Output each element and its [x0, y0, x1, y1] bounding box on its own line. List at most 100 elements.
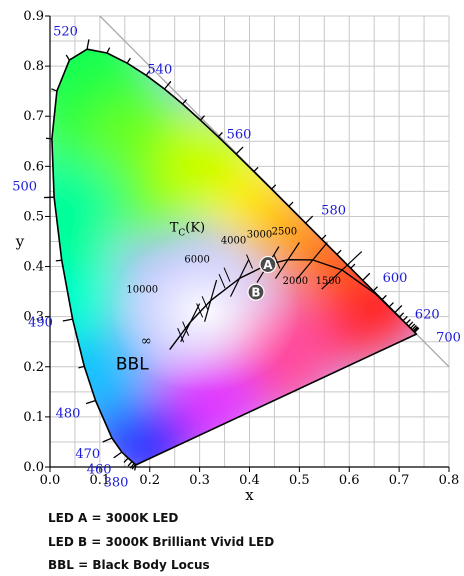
legend-line-led-a: LED A = 3000K LED — [48, 511, 179, 525]
locus-tick — [126, 57, 131, 64]
wavelength-label: 560 — [227, 127, 252, 142]
locus-tick — [350, 263, 356, 269]
locus-tick — [381, 294, 387, 301]
tc-label: TC(K) — [170, 220, 205, 238]
locus-tick — [305, 215, 314, 224]
locus-tick — [62, 318, 73, 322]
led-point-label: A — [263, 258, 273, 272]
color-blob — [51, 156, 125, 277]
locus-tick — [123, 457, 129, 463]
led-point-label: B — [251, 286, 260, 300]
led-point-b: B — [247, 283, 265, 301]
locus-tick — [411, 325, 417, 331]
locus-tick — [408, 321, 414, 327]
locus-tick — [362, 272, 371, 281]
locus-tick — [102, 437, 113, 443]
locus-minor-tick — [223, 267, 231, 282]
y-tick-label: 0.9 — [23, 9, 44, 24]
x-axis-label: x — [245, 486, 254, 504]
locus-minor-tick — [218, 273, 226, 289]
isotherm-label: 1500 — [316, 276, 341, 287]
locus-minor-tick — [196, 303, 204, 318]
locus-tick — [402, 315, 408, 322]
y-tick-label: 0.4 — [23, 260, 44, 275]
led-point-marker — [259, 255, 277, 274]
y-tick-label: 0.3 — [23, 310, 44, 325]
locus-tick — [414, 327, 420, 333]
wavelength-label: 700 — [436, 331, 461, 346]
x-tick-label: 0.0 — [40, 473, 61, 488]
y-tick-label: 0.1 — [23, 410, 44, 425]
x-tick-label: 0.6 — [339, 473, 360, 488]
locus-tick — [113, 451, 123, 459]
wavelength-label: 490 — [28, 315, 53, 330]
locus-tick — [372, 286, 378, 292]
locus-tick — [129, 463, 135, 469]
x-tick-label: 0.3 — [189, 473, 210, 488]
isotherm-line — [230, 259, 250, 297]
wavelength-label: 470 — [75, 447, 100, 462]
locus-tick — [133, 464, 137, 471]
y-tick-label: 0.8 — [23, 59, 44, 74]
locus-tick — [271, 184, 277, 190]
locus-tick — [65, 54, 70, 61]
y-tick-label: 0.0 — [23, 460, 44, 475]
x-tick-label: 0.1 — [90, 473, 111, 488]
locus-tick — [131, 464, 137, 470]
x-tick-label: 0.2 — [139, 473, 160, 488]
cie-chromaticity-chart: 0.0 0.1 0.2 0.3 0.4 0.5 0.6 0.7 0.8 0.0 0.1 0.2 0.3 0… — [12, 9, 461, 504]
wavelength-label: 620 — [415, 307, 440, 322]
axes: 0.0 0.1 0.2 0.3 0.4 0.5 0.6 0.7 0.8 0.0 0.1 0.2 0.3 0… — [15, 9, 460, 504]
locus-tick — [394, 304, 403, 313]
led-point-a: A — [259, 255, 277, 274]
locus-tick — [253, 166, 259, 173]
locus-tick — [164, 80, 172, 90]
isotherm-line — [180, 303, 201, 342]
x-tick-label: 0.7 — [389, 473, 410, 488]
locus-tick — [217, 132, 223, 138]
locus-tick — [45, 137, 53, 140]
y-tick-label: 0.7 — [23, 109, 44, 124]
y-tick-label: 0.2 — [23, 360, 44, 375]
locus-tick — [336, 249, 342, 255]
isotherm-line — [321, 251, 363, 290]
locus-tick — [85, 399, 96, 405]
locus-minor-tick — [246, 254, 253, 269]
locus-tick — [182, 99, 188, 105]
isotherm-line — [296, 242, 328, 280]
locus-tick — [235, 146, 244, 155]
isotherm-label: 10000 — [126, 285, 158, 296]
y-tick-label: 0.5 — [23, 209, 44, 224]
isotherm-line — [274, 242, 300, 279]
locus-tick — [398, 312, 405, 318]
legend-line-led-b: LED B = 3000K Brilliant Vivid LED — [48, 535, 275, 549]
led-point-marker — [247, 283, 265, 301]
wavelength-label: 600 — [383, 271, 408, 286]
x-tick-label: 0.4 — [239, 473, 260, 488]
locus-tick — [405, 319, 411, 325]
wavelength-label: 460 — [87, 462, 112, 477]
isotherm-label: 3000 — [247, 229, 272, 240]
locus-tick — [410, 323, 416, 329]
y-axis-label: y — [15, 233, 25, 251]
isotherm-label: 2000 — [283, 276, 308, 287]
wavelength-label: 580 — [321, 204, 346, 219]
wavelength-label: 540 — [147, 63, 172, 78]
isotherm-label: 2500 — [272, 226, 297, 237]
isotherm-line — [204, 279, 218, 322]
locus-minor-tick — [273, 254, 281, 269]
infinity-label: ∞ — [141, 334, 152, 349]
locus-tick — [288, 201, 294, 207]
legend-line-bbl: BBL = Black Body Locus — [48, 558, 210, 572]
locus-tick — [127, 461, 133, 467]
locus-tick — [321, 234, 327, 240]
isotherm-label: 6000 — [184, 255, 209, 266]
locus-minor-tick — [182, 321, 190, 336]
wavelength-label: 500 — [12, 180, 37, 195]
locus-tick — [55, 259, 62, 262]
locus-tick — [388, 302, 394, 308]
locus-minor-tick — [177, 328, 185, 343]
bbl-label: BBL — [116, 354, 149, 374]
y-tick-label: 0.6 — [23, 159, 44, 174]
